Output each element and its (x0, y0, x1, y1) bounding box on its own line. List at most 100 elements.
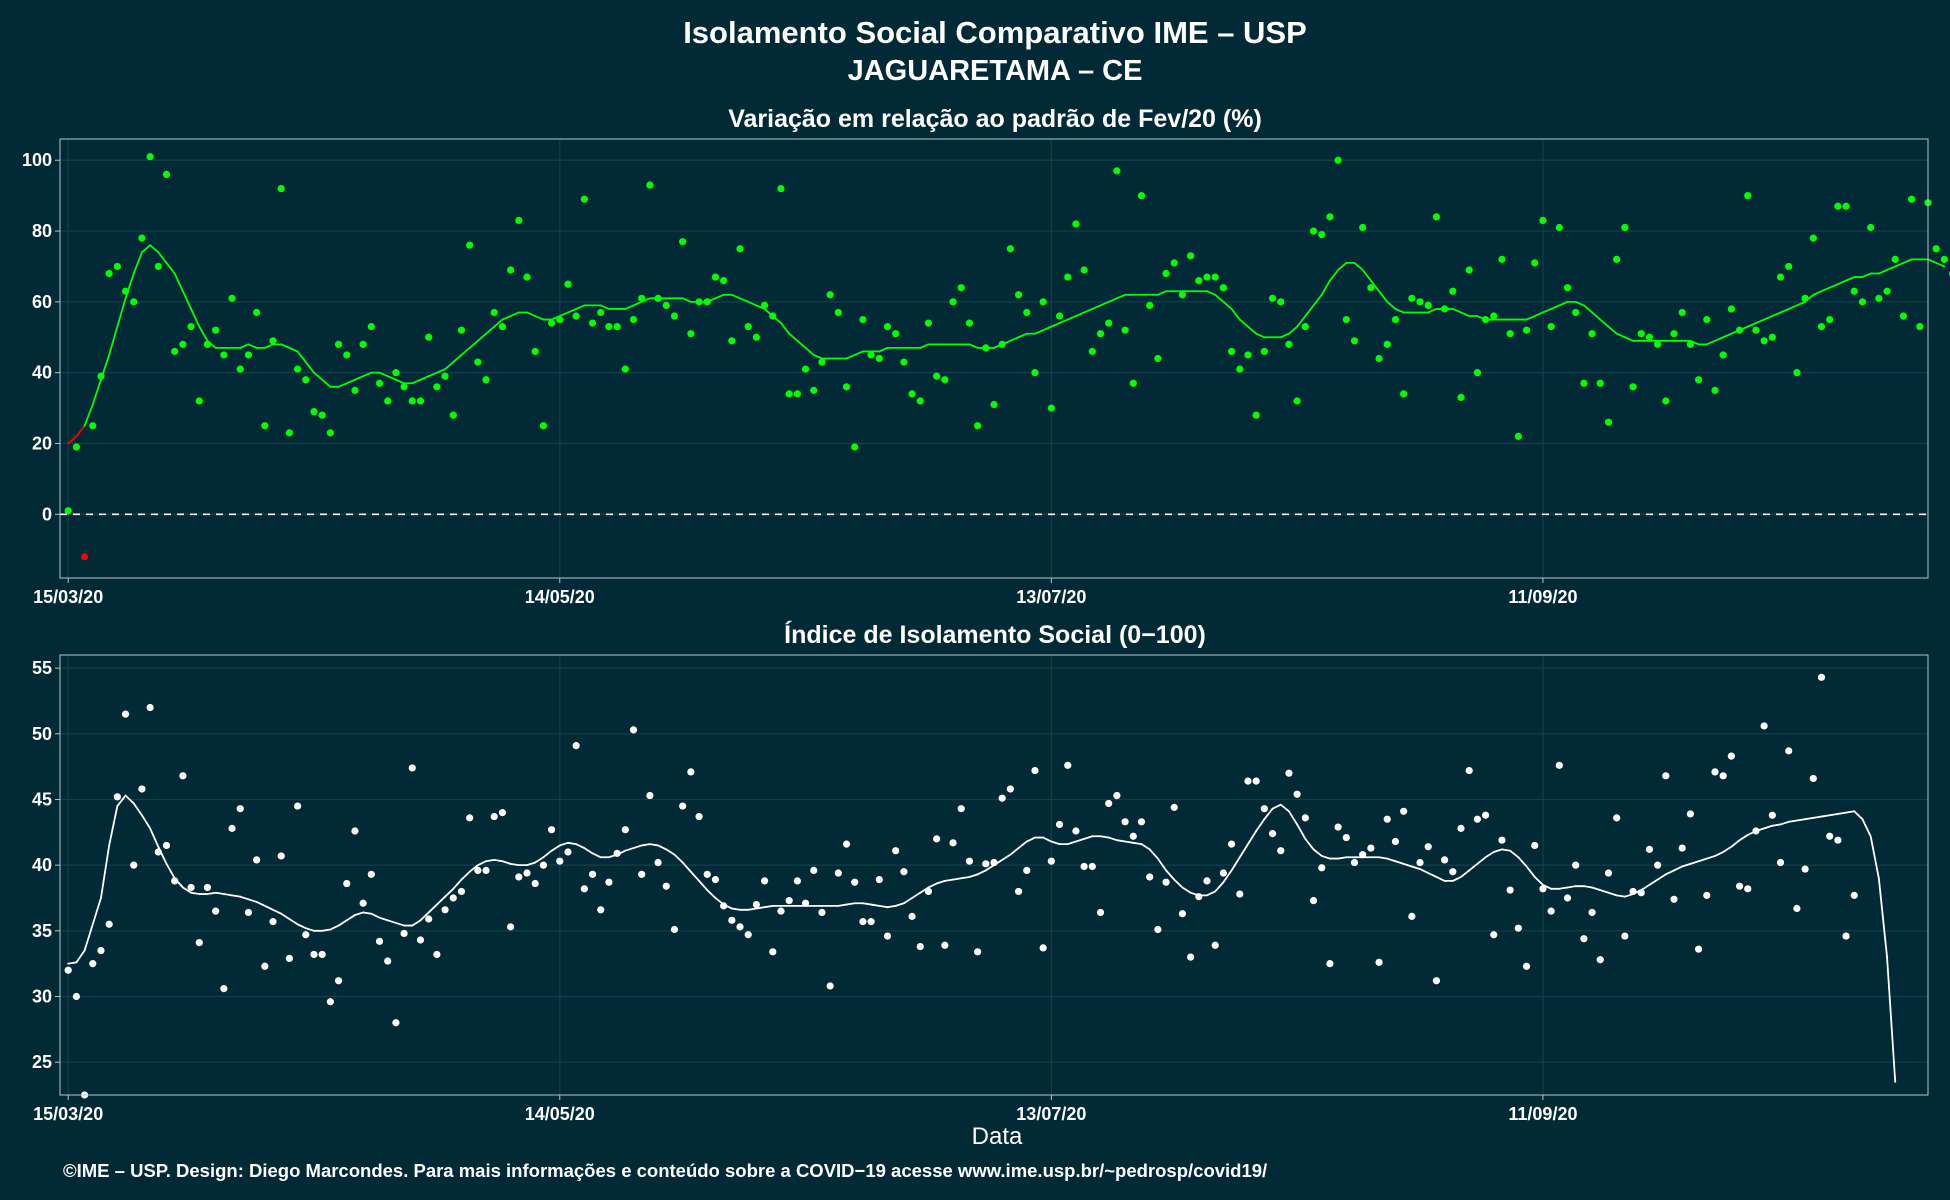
idx-point (1252, 777, 1260, 785)
var-point (597, 308, 605, 317)
var-point (613, 323, 621, 331)
var-point (1801, 294, 1809, 302)
moving-average-segment (1156, 857, 1167, 872)
var-point (1596, 379, 1604, 387)
var-point (1162, 269, 1170, 278)
idx-point (326, 998, 334, 1006)
idx-point (1178, 910, 1187, 918)
idx-point (187, 883, 195, 892)
moving-average-segment (1607, 891, 1618, 897)
moving-average-segment (1247, 830, 1258, 846)
var-point (547, 319, 556, 327)
idx-point (1408, 912, 1416, 920)
moving-average-segment (1115, 839, 1126, 843)
moving-average-segment (1542, 308, 1553, 314)
moving-average-segment (67, 435, 78, 445)
var-point (941, 376, 949, 384)
idx-point (1735, 882, 1744, 890)
moving-average-segment (1066, 840, 1077, 846)
figure-title-line2: JAGUARETAMA – CE (848, 55, 1143, 87)
moving-average-segment (1877, 877, 1888, 958)
moving-average-segment (362, 371, 373, 378)
var-point (777, 184, 785, 193)
moving-average-segment (1492, 848, 1503, 853)
idx-point (392, 1019, 400, 1027)
moving-average-segment (1476, 856, 1487, 865)
moving-average-segment (1812, 290, 1823, 296)
moving-average-segment (165, 862, 176, 880)
idx-point (695, 812, 703, 821)
moving-average-segment (370, 912, 381, 919)
idx-point (171, 877, 179, 885)
var-point (1391, 315, 1400, 324)
x-tick-label: 15/03/20 (33, 587, 103, 607)
var-point (367, 323, 375, 331)
moving-average-segment (550, 844, 561, 852)
moving-average-segment (1304, 304, 1315, 317)
moving-average-segment (1214, 293, 1225, 303)
moving-average-segment (296, 923, 307, 930)
moving-average-segment (288, 346, 299, 353)
var-point (1072, 220, 1080, 228)
var-point (343, 351, 351, 359)
var-point (875, 354, 883, 363)
moving-average-segment (1238, 318, 1249, 328)
idx-point (228, 824, 236, 832)
moving-average-segment (804, 346, 815, 356)
idx-point (318, 950, 326, 959)
idx-point (220, 985, 228, 993)
idx-point (1834, 836, 1842, 844)
idx-point (1563, 894, 1572, 902)
moving-average-segment (493, 318, 504, 328)
var-point (261, 422, 269, 430)
moving-average-segment (1427, 308, 1438, 314)
var-point (867, 351, 875, 359)
idx-point (490, 812, 498, 821)
moving-average-segment (411, 378, 422, 385)
idx-point (1416, 858, 1424, 867)
idx-point (916, 942, 924, 951)
idx-point (892, 847, 900, 855)
moving-average-segment (1591, 886, 1602, 892)
var-point (97, 372, 105, 380)
moving-average-segment (1820, 814, 1831, 818)
var-point (441, 372, 449, 380)
idx-point (1227, 840, 1236, 848)
idx-point (1629, 887, 1637, 896)
moving-average-segment (681, 861, 692, 873)
idx-point (1342, 833, 1350, 842)
moving-average-segment (952, 877, 963, 881)
var-point (1694, 376, 1703, 384)
idx-point (629, 726, 638, 734)
var-point (1064, 273, 1072, 281)
y-tick-label: 40 (32, 363, 52, 383)
moving-average-segment (272, 908, 283, 915)
moving-average-segment (1017, 332, 1028, 339)
var-point (359, 340, 367, 348)
moving-average-segment (296, 350, 307, 363)
idx-point (1400, 807, 1408, 815)
var-point (638, 294, 646, 302)
y-tick-label: 25 (32, 1052, 52, 1072)
var-point (515, 216, 523, 225)
idx-point (1219, 869, 1228, 877)
var-point (1047, 404, 1055, 412)
idx-point (1588, 908, 1596, 917)
moving-average-segment (1501, 848, 1512, 852)
moving-average-segment (583, 847, 594, 855)
var-point (1473, 369, 1481, 377)
var-point (556, 315, 564, 324)
var-point (384, 397, 392, 405)
moving-average-segment (1394, 860, 1405, 865)
var-point (1490, 312, 1498, 320)
var-point (588, 319, 597, 327)
idx-point (1457, 824, 1465, 832)
moving-average-segment (1156, 290, 1167, 296)
var-point (80, 553, 89, 561)
figure-title-line1: Isolamento Social Comparativo IME – USP (683, 15, 1307, 50)
moving-average-segment (231, 894, 242, 898)
moving-average-segment (1279, 332, 1290, 339)
idx-point (605, 878, 613, 886)
y-tick-label: 100 (22, 150, 52, 170)
